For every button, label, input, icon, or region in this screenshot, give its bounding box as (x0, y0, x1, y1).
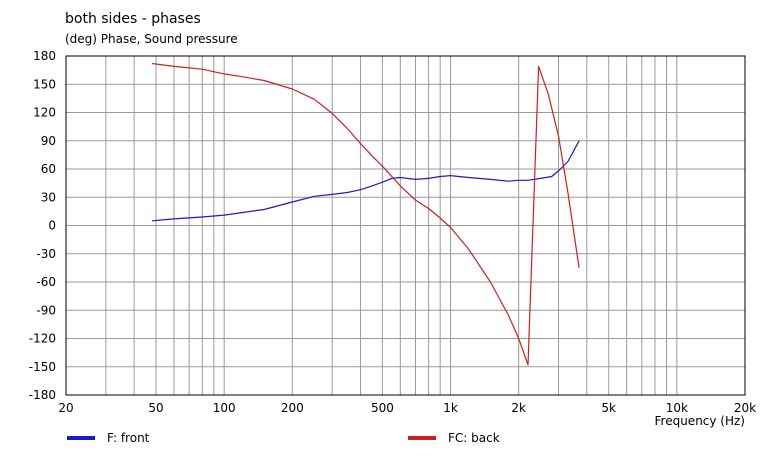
x-tick-label: 2k (511, 401, 526, 415)
legend-item-back: FC: back (408, 431, 500, 445)
y-tick-label: 150 (33, 77, 56, 91)
y-tick-label: 120 (33, 106, 56, 120)
y-tick-labels: 180 150 120 90 60 30 0 -30 -60 -90 -120 -150 -180 (29, 49, 56, 402)
grid (66, 56, 745, 395)
y-tick-label: 60 (41, 162, 56, 176)
x-tick-label: 1k (443, 401, 458, 415)
x-axis-label: Frequency (Hz) (655, 414, 746, 428)
y-tick-label: 0 (48, 219, 56, 233)
y-tick-label: 90 (41, 134, 56, 148)
y-tick-label: -90 (36, 303, 56, 317)
x-tick-labels: 20 50 100 200 500 1k 2k 5k 10k 20k (58, 401, 756, 415)
x-tick-label: 200 (281, 401, 304, 415)
x-tick-label: 50 (148, 401, 163, 415)
x-tick-label: 5k (601, 401, 616, 415)
y-tick-label: -30 (36, 247, 56, 261)
legend-label-front: F: front (107, 431, 150, 445)
series-line-back (152, 62, 580, 366)
y-tick-label: 180 (33, 49, 56, 63)
legend-swatch-front (67, 436, 95, 440)
x-tick-label: 20 (58, 401, 73, 415)
legend-swatch-back (408, 436, 436, 440)
chart-title: both sides - phases (65, 11, 201, 27)
x-tick-label: 500 (371, 401, 394, 415)
x-tick-label: 100 (213, 401, 236, 415)
series-line-front (152, 140, 580, 222)
x-tick-label: 10k (666, 401, 688, 415)
y-tick-label: -150 (29, 360, 56, 374)
series-lines (152, 62, 580, 366)
y-tick-label: -180 (29, 388, 56, 402)
legend-item-front: F: front (67, 431, 149, 445)
y-tick-label: 30 (41, 190, 56, 204)
x-tick-label: 20k (734, 401, 756, 415)
plot-frame (65, 55, 746, 396)
y-axis-label: (deg) Phase, Sound pressure (65, 32, 238, 46)
y-tick-label: -120 (29, 332, 56, 346)
legend-label-back: FC: back (448, 431, 500, 445)
y-tick-label: -60 (36, 275, 56, 289)
